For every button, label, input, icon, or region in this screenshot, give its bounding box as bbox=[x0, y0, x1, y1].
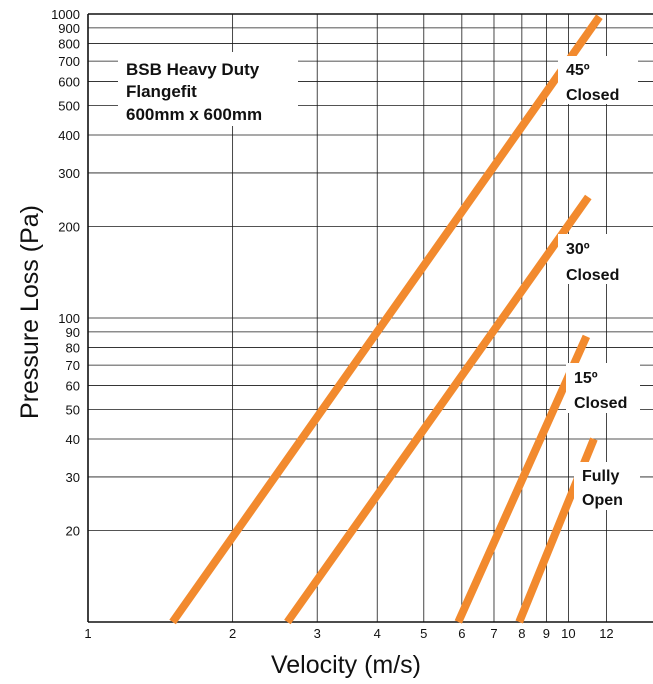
series-label-15-line-1: 15º bbox=[574, 370, 598, 387]
x-tick-label: 7 bbox=[490, 626, 497, 641]
x-tick-label: 1 bbox=[84, 626, 91, 641]
plot-frame bbox=[87, 13, 653, 623]
x-tick-label: 12 bbox=[599, 626, 613, 641]
x-tick-label: 10 bbox=[561, 626, 575, 641]
chart-annotation: BSB Heavy Duty Flangefit 600mm x 600mm bbox=[118, 52, 298, 126]
y-tick-label: 50 bbox=[66, 403, 80, 418]
series-label-background-2 bbox=[558, 234, 638, 284]
series-label-background-4 bbox=[574, 462, 640, 510]
x-tick-label: 6 bbox=[458, 626, 465, 641]
series-label-fully-open-line-1: Fully bbox=[582, 468, 619, 485]
x-tick-label: 9 bbox=[543, 626, 550, 641]
y-tick-label: 300 bbox=[58, 166, 80, 181]
x-tick-labels: 1 2 3 4 5 6 7 8 9 10 12 bbox=[84, 626, 613, 641]
series-line-2 bbox=[284, 194, 592, 625]
series-label-30-line-2: Closed bbox=[566, 267, 619, 284]
series-label-45-line-2: Closed bbox=[566, 87, 619, 104]
series-label-background-3 bbox=[566, 363, 640, 413]
x-tick-label: 2 bbox=[229, 626, 236, 641]
series-label-15-line-2: Closed bbox=[574, 395, 627, 412]
series-label-fully-open-line-2: Open bbox=[582, 492, 623, 509]
annotation-background bbox=[118, 52, 298, 126]
y-tick-label: 200 bbox=[58, 219, 80, 234]
y-tick-label: 700 bbox=[58, 54, 80, 69]
y-tick-label: 100 bbox=[58, 311, 80, 326]
y-tick-label: 40 bbox=[66, 432, 80, 447]
annotation-line-2: Flangefit bbox=[126, 82, 197, 101]
series-line-3 bbox=[454, 334, 591, 624]
y-axis-title: Pressure Loss (Pa) bbox=[16, 205, 44, 419]
y-tick-label: 90 bbox=[66, 325, 80, 340]
x-tick-label: 5 bbox=[420, 626, 427, 641]
y-tick-label: 500 bbox=[58, 99, 80, 114]
series-labels: 45º Closed 30º Closed 15º Closed Fully O… bbox=[558, 56, 640, 510]
y-tick-label: 900 bbox=[58, 21, 80, 36]
annotation-line-1: BSB Heavy Duty bbox=[126, 60, 260, 79]
series-line-1 bbox=[169, 14, 603, 625]
y-tick-label: 30 bbox=[66, 470, 80, 485]
series-label-30-line-1: 30º bbox=[566, 241, 590, 258]
y-tick-label: 20 bbox=[66, 523, 80, 538]
series-label-45-line-1: 45º bbox=[566, 62, 590, 79]
x-axis-title: Velocity (m/s) bbox=[271, 651, 421, 679]
y-tick-label: 1000 bbox=[51, 7, 80, 22]
x-tick-label: 8 bbox=[518, 626, 525, 641]
y-tick-label: 600 bbox=[58, 74, 80, 89]
x-tick-label: 4 bbox=[374, 626, 381, 641]
y-tick-label: 400 bbox=[58, 128, 80, 143]
y-tick-label: 70 bbox=[66, 358, 80, 373]
annotation-line-3: 600mm x 600mm bbox=[126, 105, 262, 124]
grid bbox=[88, 14, 653, 622]
series-label-background-1 bbox=[558, 56, 638, 104]
x-tick-label: 3 bbox=[314, 626, 321, 641]
y-tick-label: 60 bbox=[66, 378, 80, 393]
y-tick-label: 80 bbox=[66, 340, 80, 355]
y-tick-label: 800 bbox=[58, 36, 80, 51]
